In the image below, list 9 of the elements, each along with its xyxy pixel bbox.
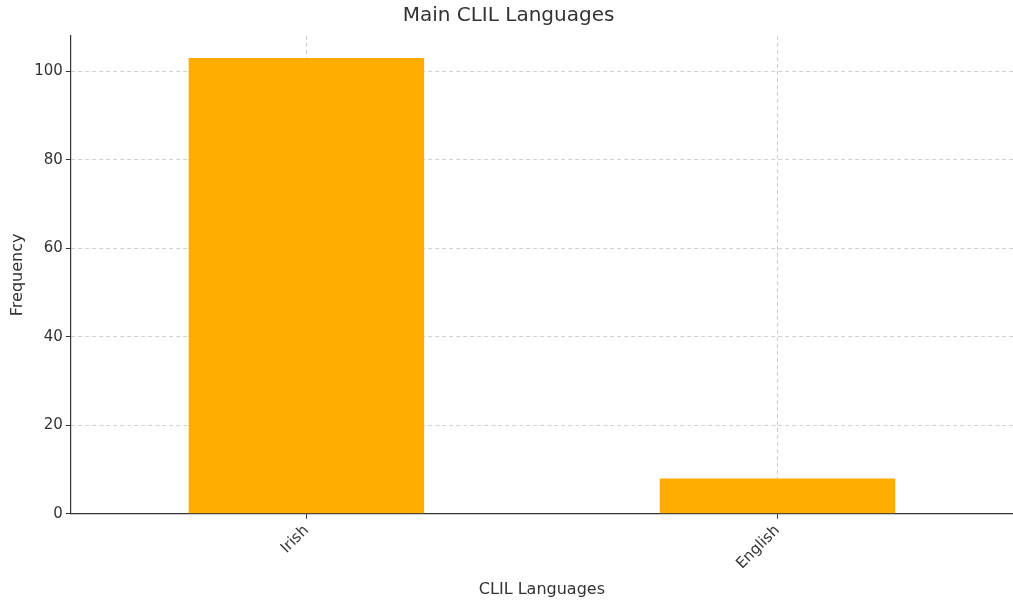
y-axis-title: Frequency — [6, 233, 26, 317]
y-tick-label: 40 — [43, 326, 63, 345]
y-tick-label: 100 — [34, 61, 63, 80]
chart-title: Main CLIL Languages — [402, 2, 615, 27]
x-axis-title: CLIL Languages — [478, 578, 605, 598]
y-tick-label: 80 — [43, 149, 63, 168]
y-tick-label: 0 — [53, 503, 63, 522]
y-tick-label: 60 — [43, 238, 63, 257]
y-tick-label: 20 — [43, 415, 63, 434]
